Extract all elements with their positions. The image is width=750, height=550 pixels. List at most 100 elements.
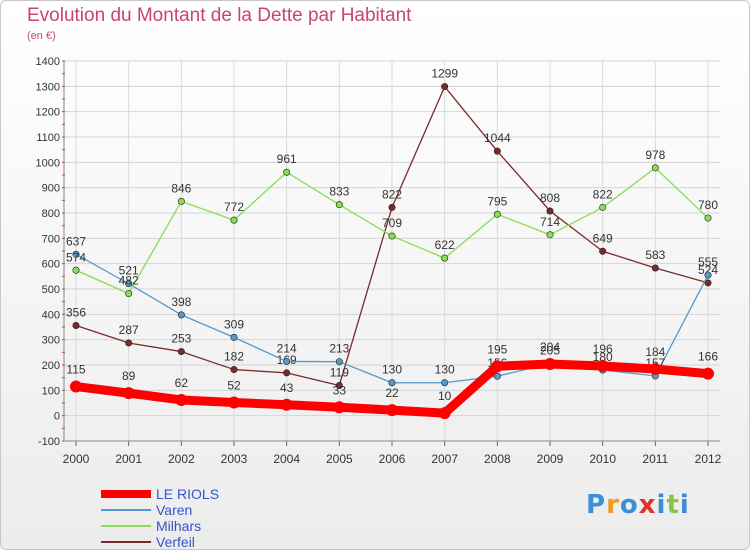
logo-letter: t <box>666 490 680 520</box>
data-point <box>599 247 607 255</box>
data-point <box>72 266 80 274</box>
data-point <box>596 360 609 373</box>
data-label: 637 <box>66 234 86 248</box>
data-point <box>704 271 712 279</box>
data-point <box>441 254 449 262</box>
data-label: 398 <box>171 295 191 309</box>
x-tick-label: 2002 <box>168 452 195 466</box>
data-label: 709 <box>382 216 402 230</box>
x-tick-label: 2004 <box>273 452 300 466</box>
y-tick-label: 1100 <box>36 132 60 144</box>
data-label: 1299 <box>431 67 458 81</box>
legend-item: Varen <box>101 502 219 518</box>
data-label: 10 <box>438 389 452 403</box>
y-tick-label: 900 <box>42 183 60 195</box>
data-point <box>280 398 293 411</box>
data-label: 52 <box>227 378 241 392</box>
legend: LE RIOLS Varen Milhars Verfeil <box>101 486 219 550</box>
x-tick-label: 2008 <box>484 452 511 466</box>
data-label: 130 <box>435 363 455 377</box>
data-point <box>651 264 659 272</box>
y-tick-label: 1300 <box>36 81 60 93</box>
data-label: 204 <box>540 340 560 354</box>
data-label: 482 <box>119 274 139 288</box>
chart-subtitle: (en €) <box>27 30 56 42</box>
data-point <box>441 83 449 91</box>
y-tick-label: 600 <box>42 259 60 271</box>
data-label: 822 <box>593 187 613 201</box>
data-point <box>177 311 185 319</box>
legend-label: Varen <box>156 502 193 518</box>
data-point <box>491 360 504 373</box>
y-tick-label: 800 <box>42 208 60 220</box>
legend-swatch <box>101 509 151 511</box>
data-label: 287 <box>119 323 139 337</box>
legend-item: Milhars <box>101 518 219 534</box>
data-point <box>283 369 291 377</box>
data-label: 205 <box>540 344 560 358</box>
data-label: 622 <box>435 238 455 252</box>
logo-letter: o <box>619 490 639 520</box>
data-label: 521 <box>119 264 139 278</box>
y-tick-label: 1400 <box>36 56 60 68</box>
data-label: 89 <box>122 369 136 383</box>
legend-swatch <box>101 541 151 543</box>
data-point <box>388 203 396 211</box>
data-point <box>388 232 396 240</box>
y-tick-label: 1000 <box>36 157 60 169</box>
data-point <box>333 401 346 414</box>
data-label: 795 <box>487 194 507 208</box>
logo-letter: i <box>656 490 667 520</box>
x-tick-label: 2011 <box>642 452 668 466</box>
x-tick-label: 2009 <box>537 452 564 466</box>
y-tick-label: -100 <box>38 436 60 448</box>
y-tick-label: 700 <box>42 233 60 245</box>
data-label: 180 <box>593 350 613 364</box>
data-point <box>704 214 712 222</box>
data-label: 196 <box>593 342 613 356</box>
data-point <box>388 379 396 387</box>
data-point <box>546 231 554 239</box>
data-point <box>335 358 343 366</box>
data-label: 119 <box>330 366 349 380</box>
x-tick-label: 2006 <box>379 452 406 466</box>
data-label: 213 <box>329 342 349 356</box>
x-tick-label: 2007 <box>431 452 458 466</box>
data-point <box>702 367 714 380</box>
data-point <box>704 279 712 287</box>
data-point <box>335 201 343 209</box>
data-point <box>70 380 82 393</box>
data-point <box>651 164 659 172</box>
data-point <box>599 203 607 211</box>
data-label: 214 <box>277 341 297 355</box>
data-point <box>230 366 238 374</box>
data-point <box>546 207 554 215</box>
data-label: 524 <box>698 263 718 277</box>
data-point <box>283 168 291 176</box>
data-label: 309 <box>224 317 244 331</box>
data-point <box>177 348 185 356</box>
data-point <box>283 357 291 365</box>
logo-letter: P <box>586 490 607 520</box>
legend-swatch <box>101 490 151 498</box>
data-point <box>493 147 501 155</box>
data-label: 714 <box>540 215 560 229</box>
logo-letter: x <box>638 490 657 520</box>
data-label: 808 <box>540 191 560 205</box>
legend-item: Verfeil <box>101 534 219 550</box>
data-label: 961 <box>277 152 297 166</box>
data-point <box>122 387 135 400</box>
legend-label: Verfeil <box>156 534 195 550</box>
data-point <box>230 216 238 224</box>
data-point <box>125 290 133 298</box>
data-label: 22 <box>385 386 399 400</box>
y-tick-label: 500 <box>42 284 60 296</box>
data-label: 846 <box>171 181 191 195</box>
x-tick-label: 2001 <box>115 452 142 466</box>
data-label: 649 <box>593 231 613 245</box>
data-label: 182 <box>224 350 244 364</box>
data-point <box>335 382 343 390</box>
data-point <box>72 250 80 258</box>
